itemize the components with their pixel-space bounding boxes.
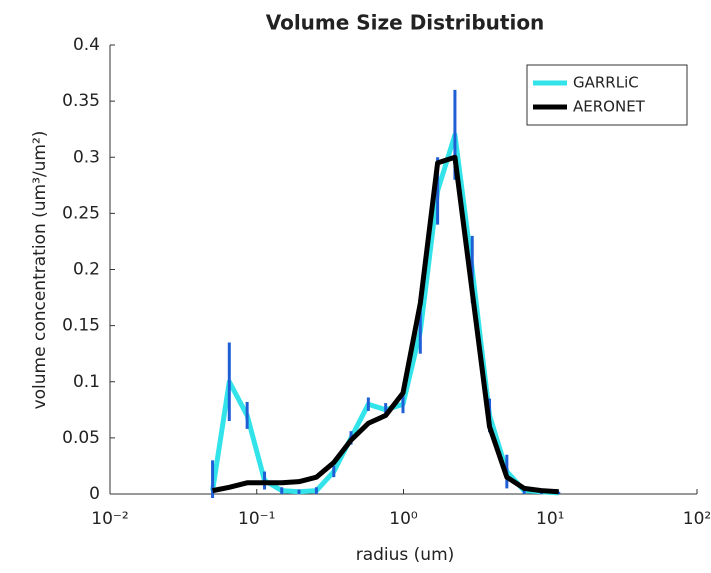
legend-box [526, 64, 688, 126]
plot-area [210, 89, 561, 498]
y-tick-label: 0 [89, 484, 100, 504]
legend: GARRLiC AERONET [526, 64, 688, 126]
x-axis-label: radius (um) [356, 545, 455, 565]
y-tick-label: 0.3 [73, 147, 100, 167]
legend-label: GARRLiC [573, 74, 639, 92]
x-tick-label: 10⁰ [389, 509, 418, 529]
y-tick-label: 0.2 [73, 260, 100, 280]
series-line [212, 154, 559, 495]
chart-title: Volume Size Distribution [266, 11, 545, 35]
series-line [210, 132, 559, 496]
y-tick-label: 0.1 [73, 372, 100, 392]
y-tick-label: 0.05 [62, 428, 100, 448]
legend-label: AERONET [573, 98, 646, 116]
x-tick-label: 10¹ [536, 509, 564, 529]
y-tick-label: 0.35 [62, 91, 100, 111]
x-tick-label: 10⁻² [91, 509, 128, 529]
x-tick-label: 10² [683, 509, 711, 529]
y-axis-label: volume concentration (um³/um²) [30, 131, 50, 410]
y-tick-label: 0.25 [62, 203, 100, 223]
y-tick-label: 0.4 [73, 35, 100, 55]
x-tick-label: 10⁻¹ [238, 509, 275, 529]
y-tick-label: 0.15 [62, 316, 100, 336]
